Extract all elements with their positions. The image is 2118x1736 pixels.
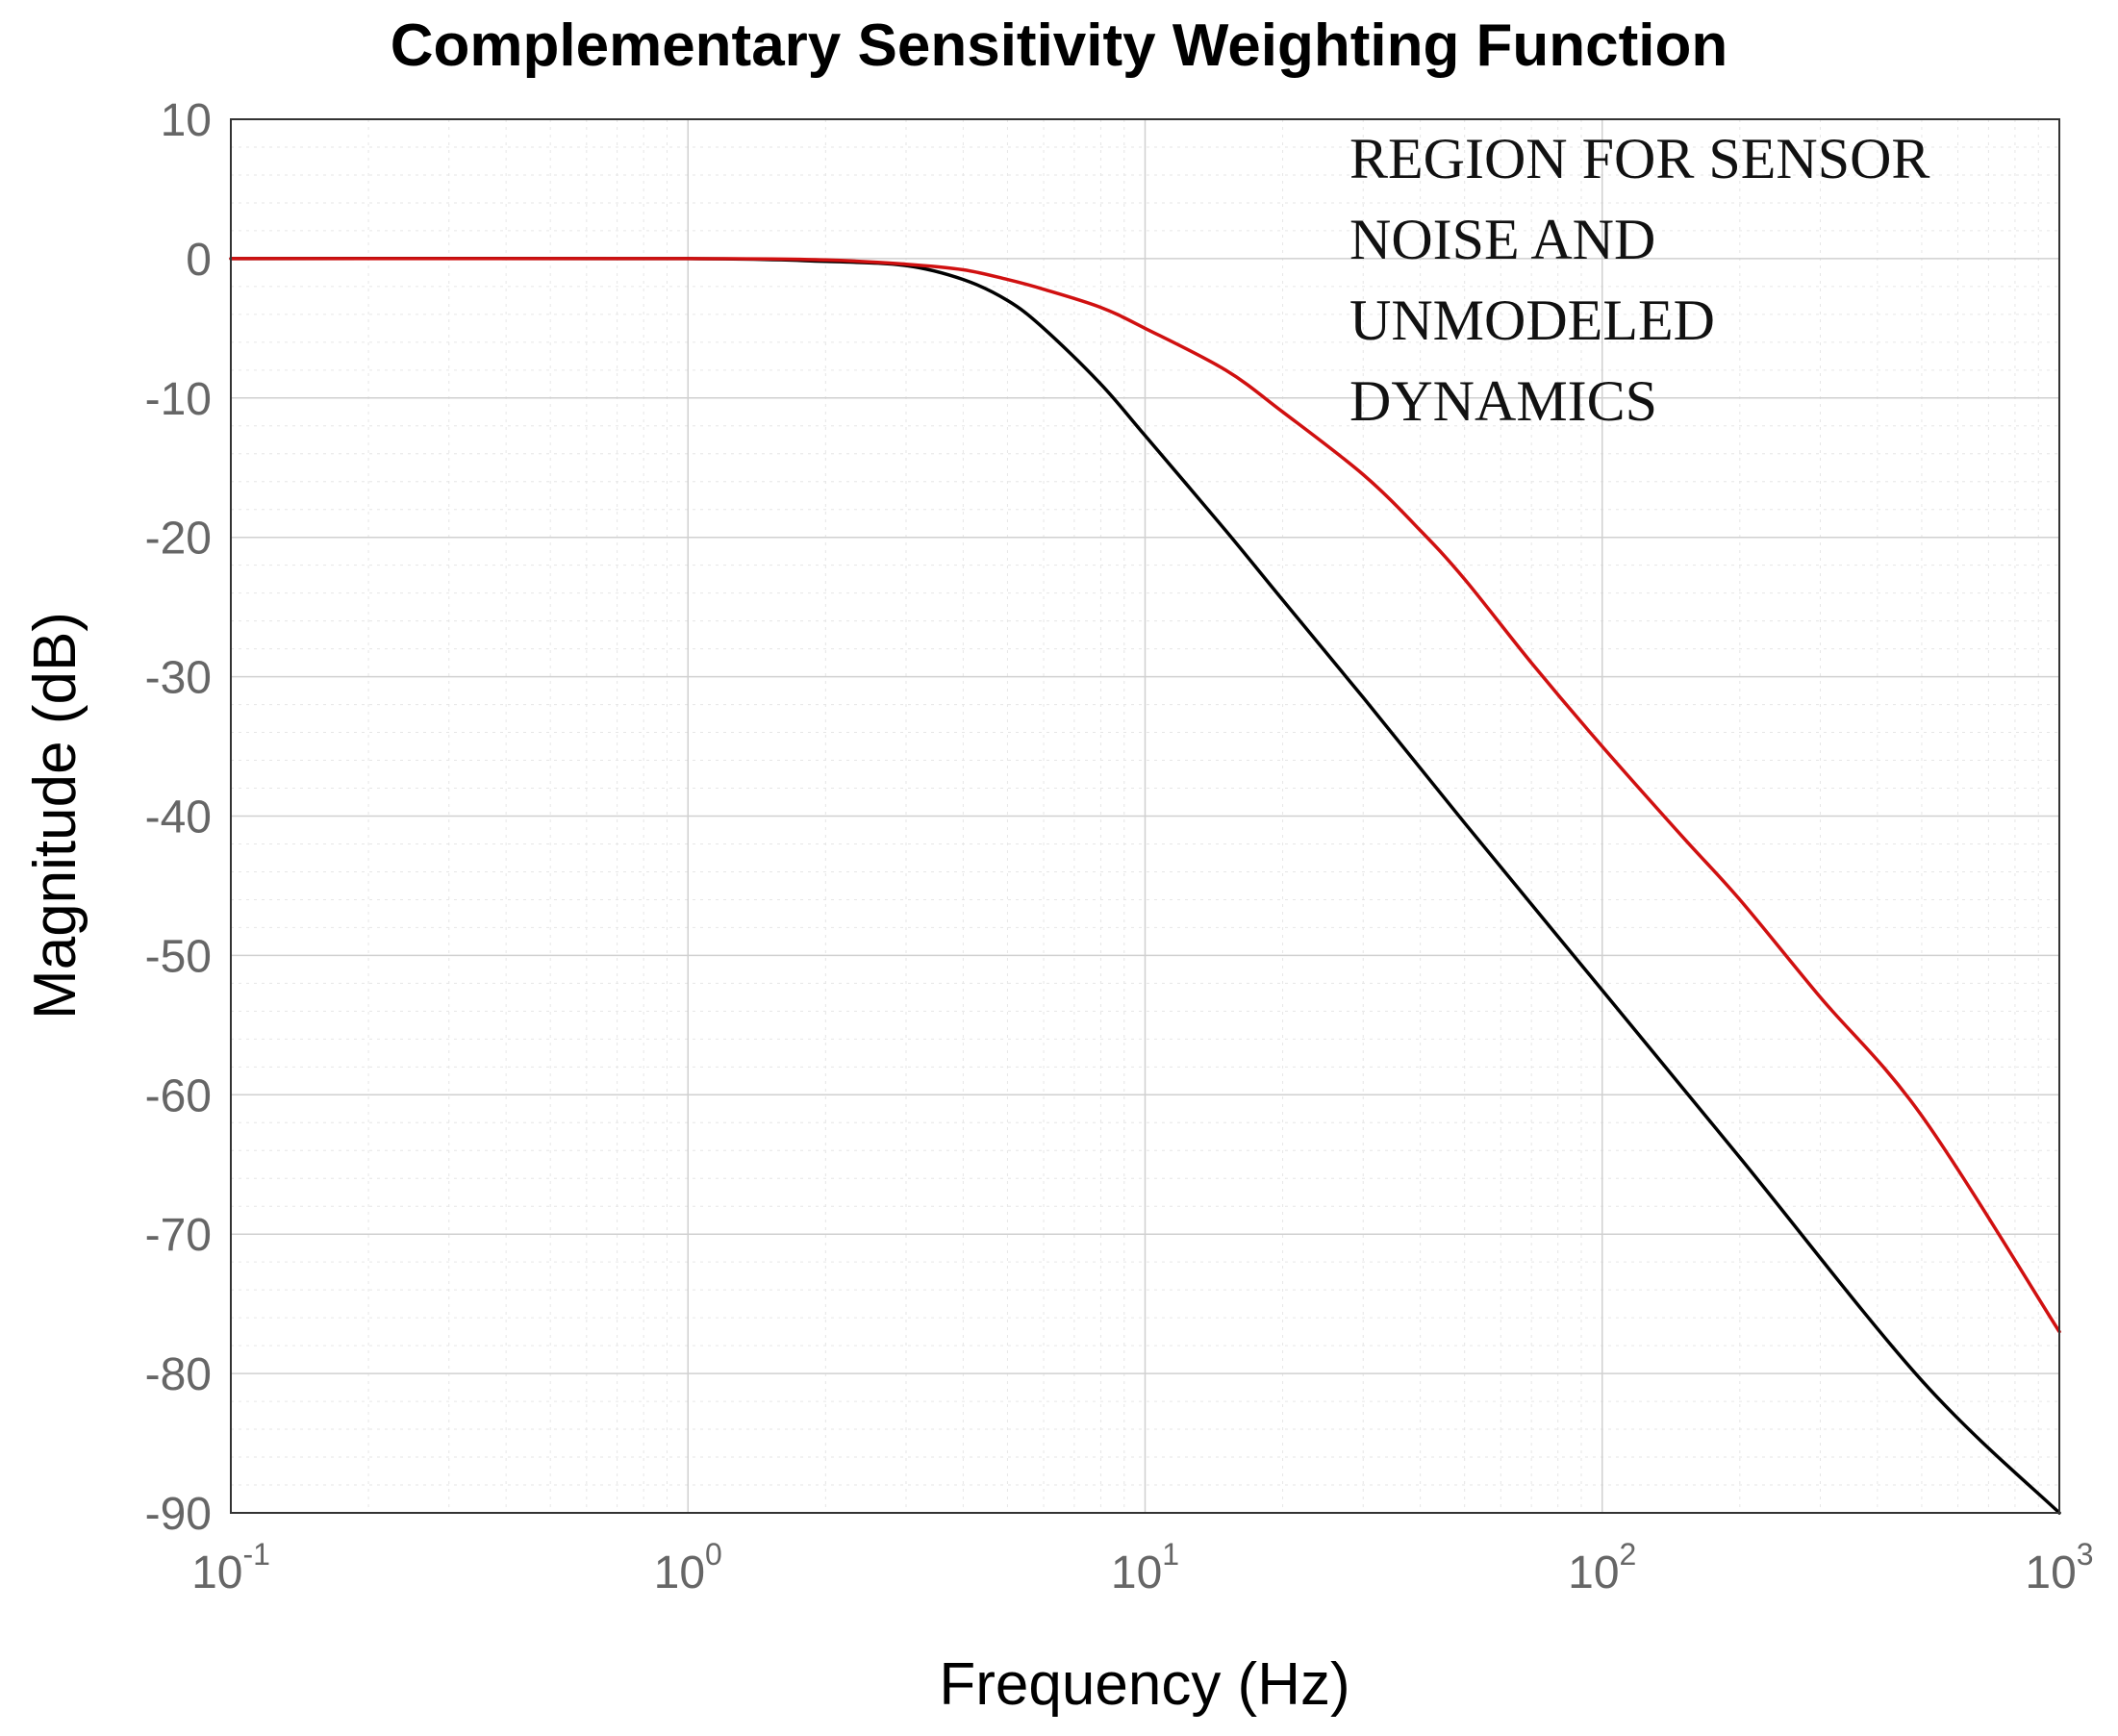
y-tick-label: -40	[145, 793, 212, 843]
y-tick-label: -80	[145, 1349, 212, 1400]
x-tick-label: 103	[2025, 1537, 2093, 1598]
annotation-line: DYNAMICS	[1349, 369, 1657, 433]
x-tick-label: 100	[654, 1537, 722, 1598]
minor-gridlines	[231, 119, 2059, 1513]
y-tick-labels: 10 0 -10 -20 -30 -40 -50 -60 -70 -80 -90	[145, 95, 212, 1540]
annotation-line: REGION FOR SENSOR	[1349, 127, 1929, 190]
annotation-line: UNMODELED	[1349, 289, 1715, 352]
x-tick-label: 102	[1568, 1537, 1636, 1598]
series-group	[229, 256, 2061, 1515]
x-tick-label: 10-1	[191, 1537, 270, 1598]
y-tick-label: 10	[161, 95, 212, 146]
y-tick-label: -20	[145, 514, 212, 565]
y-tick-label: -70	[145, 1210, 212, 1261]
x-axis-label: Frequency (Hz)	[939, 1651, 1349, 1718]
annotation-line: NOISE AND	[1349, 208, 1655, 271]
red-curve	[229, 257, 2061, 1334]
y-tick-label: 0	[186, 235, 212, 286]
y-tick-label: -50	[145, 931, 212, 982]
y-tick-label: -60	[145, 1070, 212, 1121]
chart-title: Complementary Sensitivity Weighting Func…	[391, 13, 1728, 79]
y-axis-label: Magnitude (dB)	[22, 612, 88, 1019]
y-tick-label: -10	[145, 374, 212, 425]
region-annotation: REGION FOR SENSOR NOISE AND UNMODELED DYNAM…	[1349, 127, 1929, 433]
x-tick-label: 101	[1111, 1537, 1179, 1598]
x-tick-labels: 10-1 100 101 102 103	[191, 1537, 2094, 1598]
y-tick-label: -30	[145, 653, 212, 704]
plot-area	[229, 118, 2061, 1515]
y-tick-label: -90	[145, 1489, 212, 1540]
plot-frame	[230, 118, 2060, 1514]
